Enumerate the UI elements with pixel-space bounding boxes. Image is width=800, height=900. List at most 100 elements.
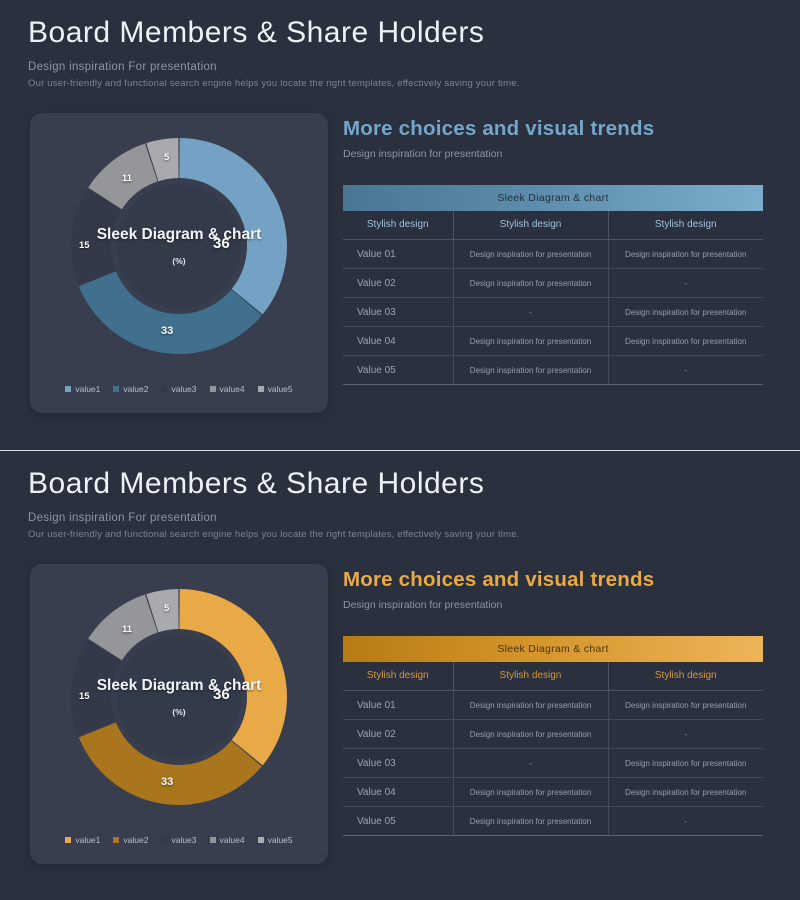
table-cell-label: Value 03 [343,748,454,779]
donut-segment-value2 [78,271,262,354]
table-body: Value 01 Design inspiration for presentat… [343,239,763,386]
donut-segment-value3 [70,188,122,286]
table-cell-value: Design inspiration for presentation [608,239,763,270]
donut-hole [117,184,241,308]
donut-segment-value2 [78,722,262,805]
legend-label: value2 [123,835,149,845]
legend-swatch-icon [65,837,72,843]
donut-segment-value5 [146,589,179,633]
table-cell-value: - [608,806,763,837]
table-cell-value: Design inspiration for presentation [453,777,609,808]
legend-swatch-icon [257,386,264,392]
donut-segments [70,138,287,354]
donut-chart: Sleek Diagram & chart (%) 36 33 15 11 5 [63,581,295,813]
legend-item-value4[interactable]: value4 [209,835,245,845]
table-row: Value 02 Design inspiration for presentat… [343,719,763,750]
legend-item-value5[interactable]: value5 [257,835,293,845]
donut-chart: Sleek Diagram & chart (%) 36 33 15 11 5 [63,130,295,362]
legend-label: value5 [267,384,293,394]
legend-swatch-icon [257,837,264,843]
data-table-wrapper: Sleek Diagram & chart Stylish design Styl… [343,184,763,386]
legend-item-value1[interactable]: value1 [65,835,100,845]
legend-item-value3[interactable]: value3 [161,384,197,394]
legend-swatch-icon [209,837,216,843]
table-cell-value: - [608,355,763,386]
legend-item-value3[interactable]: value3 [161,835,197,845]
right-column: More choices and visual trends Design in… [343,117,763,386]
table-banner: Sleek Diagram & chart [343,635,763,662]
table-column-header-3[interactable]: Stylish design [608,210,763,241]
slide-header: Board Members & Share Holders Design ins… [0,451,800,540]
table-header-row: Stylish design Stylish design Stylish desi… [343,661,763,692]
donut-segment-value5 [146,138,179,182]
table-cell-value: Design inspiration for presentation [453,239,609,270]
table-row: Value 04 Design inspiration for presentat… [343,326,763,357]
legend-label: value1 [75,384,101,394]
chart-legend: value1 value2 value3 value4 value5 [30,384,328,394]
slide-panel-orange: Board Members & Share Holders Design ins… [0,450,800,900]
table-cell-label: Value 01 [343,239,454,270]
table-banner: Sleek Diagram & chart [343,184,763,211]
page-subtitle: Design inspiration For presentation [28,60,217,73]
section-title: More choices and visual trends [343,117,655,140]
donut-svg [70,138,287,354]
donut-segment-value4 [88,594,158,661]
legend-label: value1 [75,835,101,845]
section-subtitle: Design inspiration for presentation [343,598,503,611]
table-column-header-1[interactable]: Stylish design [343,661,454,692]
legend-swatch-icon [209,386,216,392]
table-body: Value 01 Design inspiration for presentat… [343,690,763,837]
section-title: More choices and visual trends [343,568,655,591]
table-row: Value 02 Design inspiration for presentat… [343,268,763,299]
legend-swatch-icon [161,837,168,843]
legend-swatch-icon [65,386,72,392]
table-row: Value 03- Design inspiration for presenta… [343,297,763,328]
table-cell-value: Design inspiration for presentation [608,297,763,328]
table-row: Value 05 Design inspiration for presentat… [343,355,763,386]
legend-item-value4[interactable]: value4 [209,384,245,394]
table-head: Stylish design Stylish design Stylish desi… [343,210,763,241]
table-cell-value: Design inspiration for presentation [453,268,609,299]
page-description: Our user-friendly and functional search … [28,528,520,540]
table-row: Value 03- Design inspiration for presenta… [343,748,763,779]
table-row: Value 05 Design inspiration for presentat… [343,806,763,837]
table-column-header-1[interactable]: Stylish design [343,210,454,241]
legend-swatch-icon [161,386,168,392]
table-cell-label: Value 04 [343,777,454,808]
table-cell-value: Design inspiration for presentation [453,326,609,357]
table-cell-label: Value 02 [343,268,454,299]
legend-item-value2[interactable]: value2 [113,835,148,845]
section-subtitle: Design inspiration for presentation [343,147,503,160]
legend-item-value5[interactable]: value5 [257,384,293,394]
table-cell-label: Value 05 [343,355,454,386]
table-header-row: Stylish design Stylish design Stylish desi… [343,210,763,241]
legend-swatch-icon [113,837,120,843]
table-cell-value: Design inspiration for presentation [453,355,609,386]
table-cell-value: Design inspiration for presentation [608,690,763,721]
donut-segment-value1 [179,138,287,315]
chart-legend: value1 value2 value3 value4 value5 [30,835,328,845]
table-cell-value: - [608,268,763,299]
table-cell-value: - [453,748,609,779]
table-cell-label: Value 02 [343,719,454,750]
legend-label: value2 [123,384,149,394]
right-column: More choices and visual trends Design in… [343,568,763,837]
donut-chart-card: Sleek Diagram & chart (%) 36 33 15 11 5 … [30,113,328,413]
table-column-header-2[interactable]: Stylish design [453,661,609,692]
table-cell-label: Value 01 [343,690,454,721]
table-column-header-2[interactable]: Stylish design [453,210,609,241]
donut-chart-card: Sleek Diagram & chart (%) 36 33 15 11 5 … [30,564,328,864]
table-cell-label: Value 05 [343,806,454,837]
table-column-header-3[interactable]: Stylish design [608,661,763,692]
table-cell-value: - [608,719,763,750]
legend-label: value3 [171,835,197,845]
table-cell-label: Value 03 [343,297,454,328]
legend-item-value2[interactable]: value2 [113,384,148,394]
table-cell-value: Design inspiration for presentation [453,806,609,837]
table-cell-value: Design inspiration for presentation [608,326,763,357]
slide-header: Board Members & Share Holders Design ins… [0,0,800,89]
slide-panel-blue: Board Members & Share Holders Design ins… [0,0,800,413]
donut-segment-value1 [179,589,287,766]
legend-item-value1[interactable]: value1 [65,384,100,394]
